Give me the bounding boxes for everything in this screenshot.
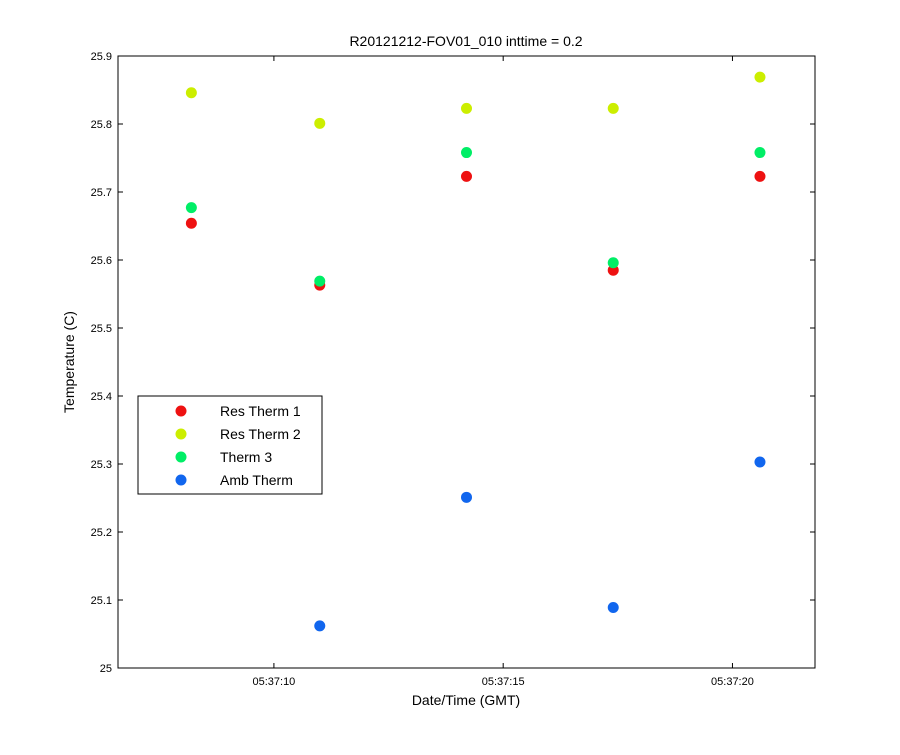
y-tick-label: 25.5: [91, 323, 112, 335]
y-tick-label: 25.6: [91, 255, 112, 267]
y-axis-ticks: 25 25.1 25.2 25.3 25.4 25.5 25.6 25.7 25.8 25.9: [91, 51, 815, 675]
point-res-therm-1: [461, 170, 472, 182]
legend-marker-res-therm-2: [175, 428, 187, 440]
point-res-therm-1: [754, 170, 766, 182]
legend-label-res-therm-1: Res Therm 1: [220, 403, 301, 419]
point-therm-3: [607, 257, 619, 269]
legend-label-amb-therm: Amb Therm: [220, 472, 293, 488]
data-points: [185, 71, 766, 632]
point-therm-3: [754, 147, 766, 159]
legend-label-therm-3: Therm 3: [220, 449, 272, 465]
point-amb-therm: [314, 620, 326, 632]
point-res-therm-1: [185, 217, 197, 229]
y-tick-label: 25.7: [91, 187, 112, 199]
point-therm-3: [185, 202, 197, 214]
legend-marker-amb-therm: [175, 474, 187, 486]
x-tick-label: 05:37:10: [252, 676, 295, 688]
chart-title: R20121212-FOV01_010 inttime = 0.2: [349, 33, 582, 49]
y-tick-label: 25: [100, 663, 112, 675]
point-therm-3: [314, 275, 326, 287]
y-tick-label: 25.2: [91, 527, 112, 539]
point-therm-3: [461, 147, 472, 159]
x-tick-label: 05:37:15: [482, 676, 525, 688]
legend: Res Therm 1 Res Therm 2 Therm 3 Amb Therm: [137, 395, 323, 495]
legend-marker-therm-3: [175, 451, 187, 463]
point-res-therm-2: [607, 102, 619, 114]
point-amb-therm: [607, 601, 619, 613]
point-amb-therm: [754, 456, 766, 468]
y-tick-label: 25.3: [91, 459, 112, 471]
y-tick-label: 25.4: [91, 391, 112, 403]
y-axis-label: Temperature (C): [61, 311, 77, 413]
point-res-therm-2: [314, 117, 326, 129]
point-res-therm-2: [754, 71, 766, 83]
legend-marker-res-therm-1: [175, 405, 187, 417]
point-amb-therm: [461, 491, 472, 503]
y-tick-label: 25.9: [91, 51, 112, 63]
legend-box: [137, 395, 323, 495]
point-res-therm-2: [461, 102, 472, 114]
y-tick-label: 25.1: [91, 595, 112, 607]
x-tick-label: 05:37:20: [711, 676, 754, 688]
legend-label-res-therm-2: Res Therm 2: [220, 426, 301, 442]
x-axis-label: Date/Time (GMT): [412, 692, 520, 708]
y-tick-label: 25.8: [91, 119, 112, 131]
point-res-therm-2: [185, 87, 197, 99]
x-axis-ticks: 05:37:10 05:37:15 05:37:20: [252, 56, 754, 688]
